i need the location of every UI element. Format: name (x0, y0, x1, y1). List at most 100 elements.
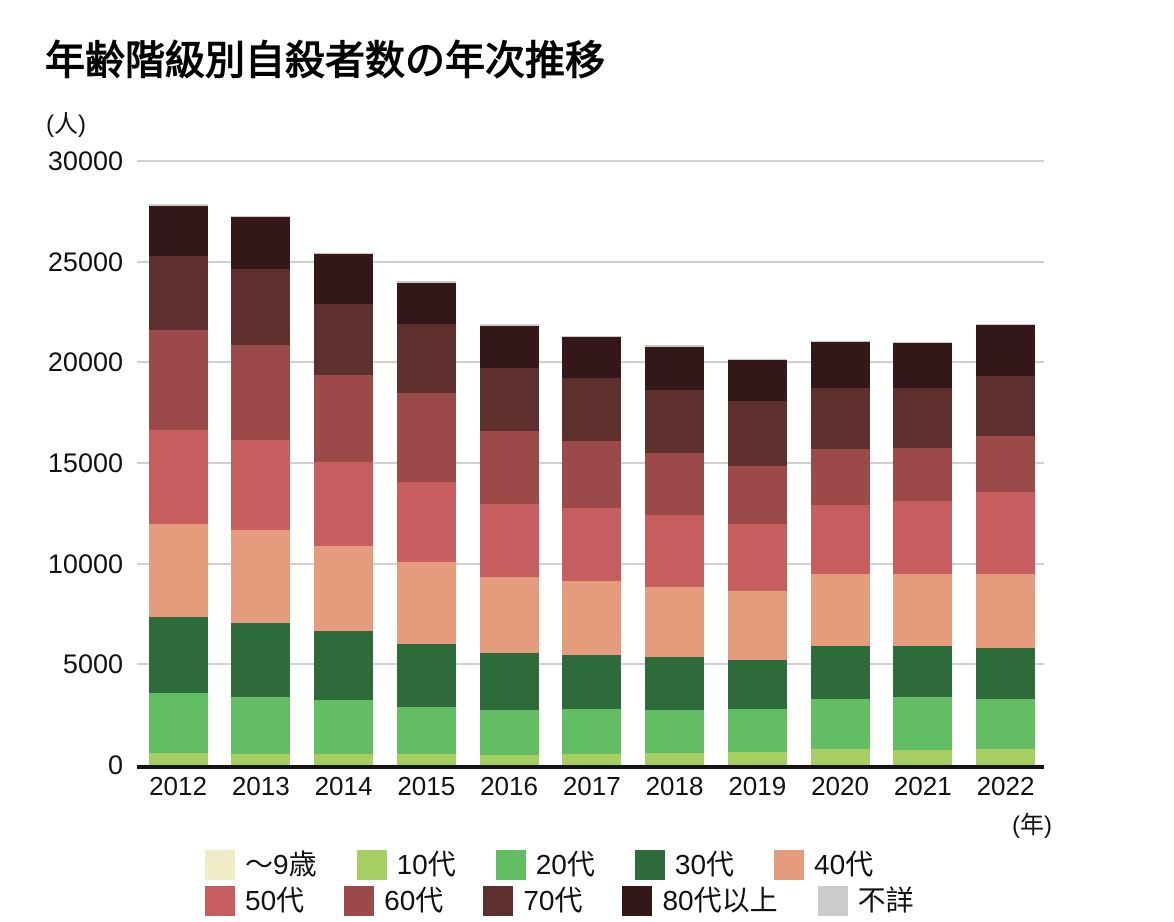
bar-segment (976, 435, 1035, 492)
legend-label: 70代 (523, 885, 583, 916)
x-axis-tick-labels: 2012 2013 2014 2015 2016 2017 2018 2019 2020 2021… (0, 771, 1174, 805)
bar-segment (479, 577, 539, 653)
x-tick-label: 2012 (149, 771, 207, 801)
bar-segment (396, 644, 456, 707)
legend-swatch-icon (774, 850, 805, 880)
bar-2016 (479, 324, 539, 765)
bar-segment (976, 748, 1035, 765)
legend-item: 10代 (356, 847, 456, 883)
bar-segment (562, 654, 622, 710)
bar-segment (810, 646, 870, 699)
bar-segment (562, 753, 622, 765)
bar-segment (148, 329, 208, 430)
legend-item: 70代 (483, 883, 582, 919)
bar-segment (148, 255, 208, 330)
bar-2012 (148, 204, 208, 765)
legend-swatch-icon (205, 886, 235, 916)
bar-segment (231, 345, 291, 440)
bar-2019 (727, 358, 787, 765)
bar-segment (562, 441, 622, 509)
bar-segment (231, 268, 291, 346)
y-tick-label: 0 (107, 750, 123, 780)
bar-segment (893, 749, 953, 765)
bar-segment (562, 337, 622, 378)
legend-swatch-icon (356, 850, 387, 880)
y-tick-label: 15000 (47, 448, 123, 478)
bar-segment (893, 448, 953, 502)
bar-segment (893, 697, 953, 750)
x-tick-label: 2018 (645, 771, 704, 801)
bar-segment (810, 749, 870, 765)
bar-segment (231, 697, 291, 754)
legend-item: 50代 (205, 883, 304, 919)
legend-item: 20代 (495, 847, 595, 883)
bar-segment (976, 647, 1035, 699)
legend-swatch-icon (817, 886, 848, 916)
bar-segment (727, 751, 787, 765)
bar-segment (727, 358, 787, 361)
legend-swatch-icon (205, 850, 235, 880)
bar-segment (727, 709, 787, 752)
gridline-25000 (137, 260, 1044, 263)
bar-segment (810, 342, 870, 389)
bar-segment (314, 254, 373, 305)
bar-2015 (396, 281, 456, 765)
bar-segment (976, 324, 1035, 326)
bar-segment (396, 393, 456, 483)
plot-area (137, 160, 1044, 769)
legend-label: 40代 (814, 849, 874, 880)
x-tick-label: 2020 (811, 771, 869, 801)
bar-segment (810, 698, 870, 750)
bar-segment (810, 574, 870, 647)
x-tick-label: 2015 (397, 771, 456, 801)
bar-segment (562, 580, 622, 655)
y-tick-label: 20000 (47, 347, 123, 378)
x-axis-unit-label: (年) (1012, 812, 1052, 839)
bar-segment (562, 508, 622, 581)
bar-segment (810, 505, 870, 575)
bar-segment (479, 325, 539, 369)
bar-segment (645, 752, 704, 765)
bar-segment (148, 204, 208, 206)
y-axis-tick-labels: 30000 25000 20000 15000 10000 5000 0 (0, 147, 123, 781)
bar-segment (148, 753, 208, 765)
y-tick-label: 10000 (47, 548, 123, 579)
bar-segment (810, 340, 870, 343)
legend-label: 80代以上 (662, 885, 778, 916)
legend-swatch-icon (634, 850, 665, 880)
legend-label: 20代 (535, 849, 595, 880)
bar-segment (893, 387, 953, 449)
bar-segment (479, 504, 539, 578)
bar-segment (893, 645, 953, 698)
bar-segment (893, 573, 953, 646)
y-tick-label: 5000 (62, 649, 123, 680)
bar-2014 (314, 253, 373, 765)
bar-segment (231, 622, 291, 698)
legend: ～9歳 10代 20代 30代 40代 50代 60代 70代 80代以上 不詳 (205, 847, 985, 919)
bar-2013 (231, 215, 291, 765)
bar-segment (727, 591, 787, 661)
bar-segment (314, 631, 373, 701)
bar-segment (148, 429, 208, 524)
bar-segment (396, 753, 456, 765)
bar-segment (148, 205, 208, 256)
bar-2017 (562, 335, 622, 765)
bar-segment (396, 323, 456, 394)
bar-segment (893, 501, 953, 574)
legend-item: 60代 (344, 883, 443, 919)
bar-segment (645, 514, 704, 587)
bar-segment (893, 342, 953, 344)
bar-segment (148, 523, 208, 617)
legend-label: 10代 (396, 849, 456, 880)
bar-segment (645, 389, 704, 453)
bar-segment (645, 657, 704, 710)
bar-segment (231, 217, 291, 269)
bar-segment (976, 375, 1035, 436)
x-tick-label: 2013 (231, 771, 290, 801)
bar-segment (314, 700, 373, 755)
bar-2021 (893, 342, 953, 765)
bar-segment (314, 546, 373, 632)
bar-segment (645, 709, 704, 753)
y-tick-label: 30000 (47, 146, 123, 176)
legend-label: 30代 (674, 849, 735, 880)
